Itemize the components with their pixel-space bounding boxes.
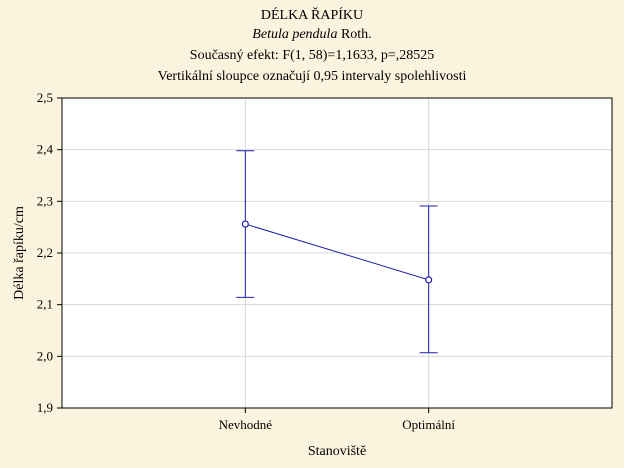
species-author: Roth.	[337, 27, 372, 42]
y-tick-label: 2,3	[37, 193, 53, 208]
mean-point	[241, 220, 249, 228]
y-tick-label: 2,4	[37, 142, 54, 157]
x-tick-label: Optimální	[402, 417, 455, 432]
chart-title: DÉLKA ŘAPÍKU	[260, 8, 364, 23]
grid-layer	[62, 98, 612, 408]
x-tick-label: Nevhodné	[219, 417, 273, 432]
y-tick-label: 2,1	[37, 297, 53, 312]
effect-statistic: Současný efekt: F(1, 58)=1,1633, p=,2852…	[189, 48, 435, 63]
mean-point	[425, 276, 433, 284]
mean-line	[245, 223, 429, 281]
axis-layer: 1,9 2,0 2,1 2,2 2,3 2,4 2,5 Nevhodné Optimální	[37, 90, 456, 432]
y-tick-label: 2,5	[37, 90, 53, 105]
series-layer	[236, 150, 438, 354]
y-tick-label: 1,9	[37, 400, 53, 415]
species-name: Betula pendula	[252, 27, 338, 42]
interval-note: Vertikální sloupce označují 0,95 interva…	[157, 69, 467, 84]
chart-subtitle: Betula pendula Roth.	[0, 27, 624, 43]
y-tick-label: 2,2	[37, 245, 53, 260]
y-axis-title: Délka řapíku/cm	[12, 206, 27, 300]
x-axis-title: Stanoviště	[308, 444, 366, 459]
y-tick-label: 2,0	[37, 348, 53, 363]
